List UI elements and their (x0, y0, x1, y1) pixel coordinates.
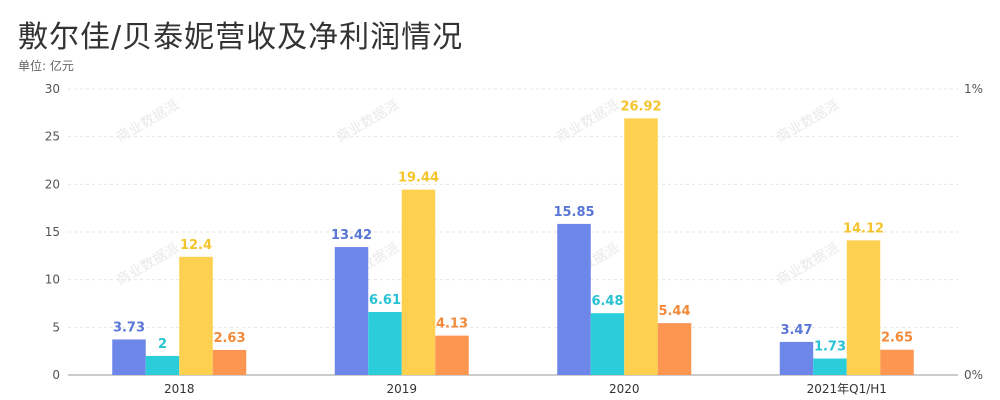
y2-axis-ticks: 0% 1% (964, 82, 983, 382)
x-category-label: 2021年Q1/H1 (807, 382, 887, 396)
chart-title: 敷尔佳/贝泰妮营收及净利润情况 (18, 20, 464, 55)
watermark-text: 商业数据派 (774, 240, 843, 289)
bar (179, 256, 213, 375)
bar (334, 247, 369, 375)
x-axis-categories: 2018 2019 2020 2021年Q1/H1 (164, 382, 887, 396)
bar (779, 341, 814, 375)
data-label: 13.42 (331, 228, 372, 243)
y2-tick-label: 0% (964, 368, 983, 382)
x-category-label: 2019 (386, 382, 417, 396)
bar (112, 339, 146, 375)
watermark-text: 商业数据派 (554, 97, 623, 146)
data-label: 2.63 (213, 331, 245, 346)
data-label: 6.61 (369, 293, 401, 308)
watermark-text: 商业数据派 (334, 97, 403, 146)
y-tick-label: 15 (45, 225, 60, 239)
y-axis-ticks: 0 5 10 15 20 25 30 (45, 82, 60, 382)
bar (624, 118, 658, 375)
y-tick-label: 30 (45, 82, 60, 96)
y-tick-label: 25 (45, 130, 60, 144)
bar (435, 335, 469, 375)
y-tick-label: 20 (45, 177, 60, 191)
bar (368, 311, 402, 375)
bar (145, 355, 180, 375)
data-label: 12.4 (180, 238, 212, 253)
watermark-layer: 商业数据派商业数据派商业数据派商业数据派商业数据派商业数据派商业数据派商业数据派 (114, 97, 843, 289)
bar (813, 358, 847, 375)
bar (846, 240, 881, 375)
bar (590, 313, 625, 375)
bar (557, 223, 591, 375)
data-label: 3.47 (780, 323, 812, 338)
bar-series (112, 118, 914, 375)
data-labels: 3.73 2 12.4 2.63 13.42 6.61 19.44 4.13 15.85 6.48… (113, 99, 913, 354)
bar (401, 189, 436, 375)
bar (212, 349, 247, 375)
data-label: 26.92 (620, 99, 661, 114)
data-label: 3.73 (113, 320, 145, 335)
unit-label: 单位: 亿元 (18, 59, 74, 73)
watermark-text: 商业数据派 (114, 240, 183, 289)
data-label: 1.73 (814, 340, 846, 355)
y-tick-label: 5 (52, 320, 60, 334)
data-label: 15.85 (553, 205, 594, 220)
data-label: 2.65 (881, 331, 913, 346)
data-label: 6.48 (591, 294, 623, 309)
watermark-text: 商业数据派 (114, 97, 183, 146)
data-label: 4.13 (436, 317, 468, 332)
data-label: 14.12 (843, 221, 884, 236)
data-label: 2 (158, 337, 167, 352)
y-tick-label: 0 (52, 368, 60, 382)
data-label: 19.44 (398, 171, 439, 186)
y-tick-label: 10 (45, 273, 60, 287)
x-category-label: 2018 (164, 382, 195, 396)
data-label: 5.44 (658, 304, 690, 319)
y2-tick-label: 1% (964, 82, 983, 96)
bar (657, 323, 692, 375)
bar (880, 349, 914, 375)
watermark-text: 商业数据派 (774, 97, 843, 146)
x-category-label: 2020 (609, 382, 640, 396)
